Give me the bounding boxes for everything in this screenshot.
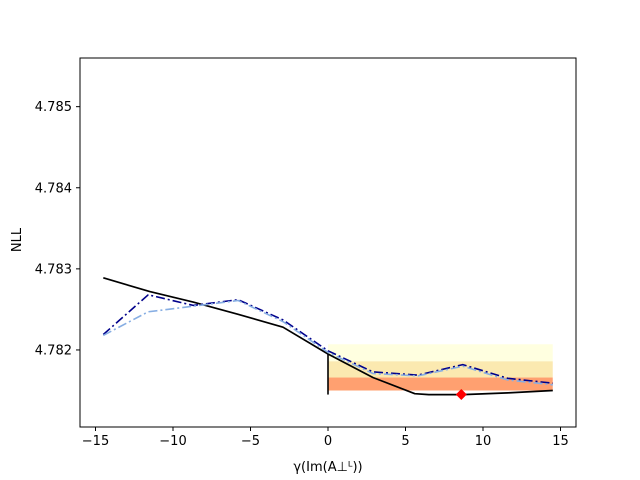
series-line-2: [102, 293, 553, 384]
plot-area: [102, 276, 553, 401]
confidence-band-3: [328, 377, 553, 391]
series-line-1: [103, 276, 553, 396]
x-tick-label: 15: [552, 434, 569, 449]
axes: −15 −10 −5 0 5 10 15 4.782 4.783 4.784 4.785: [35, 57, 577, 449]
x-tick-label: −15: [82, 434, 109, 449]
x-axis-label: γ(Im(A⊥ᴸ)): [293, 460, 362, 475]
x-tick-label: 10: [475, 434, 492, 449]
minimum-marker: [455, 389, 467, 401]
y-tick-label: 4.783: [35, 262, 72, 277]
series-line-3: [102, 299, 553, 386]
x-tick-label: 5: [401, 434, 409, 449]
confidence-band-2: [328, 361, 553, 378]
y-tick-label: 4.784: [35, 181, 72, 196]
y-axis-label: NLL: [10, 227, 25, 252]
y-tick-label: 4.785: [35, 100, 72, 115]
y-tick-label: 4.782: [35, 343, 72, 358]
x-tick-label: −10: [159, 434, 186, 449]
x-tick-label: 0: [324, 434, 332, 449]
confidence-band-1: [328, 344, 553, 362]
x-tick-label: −5: [241, 434, 260, 449]
